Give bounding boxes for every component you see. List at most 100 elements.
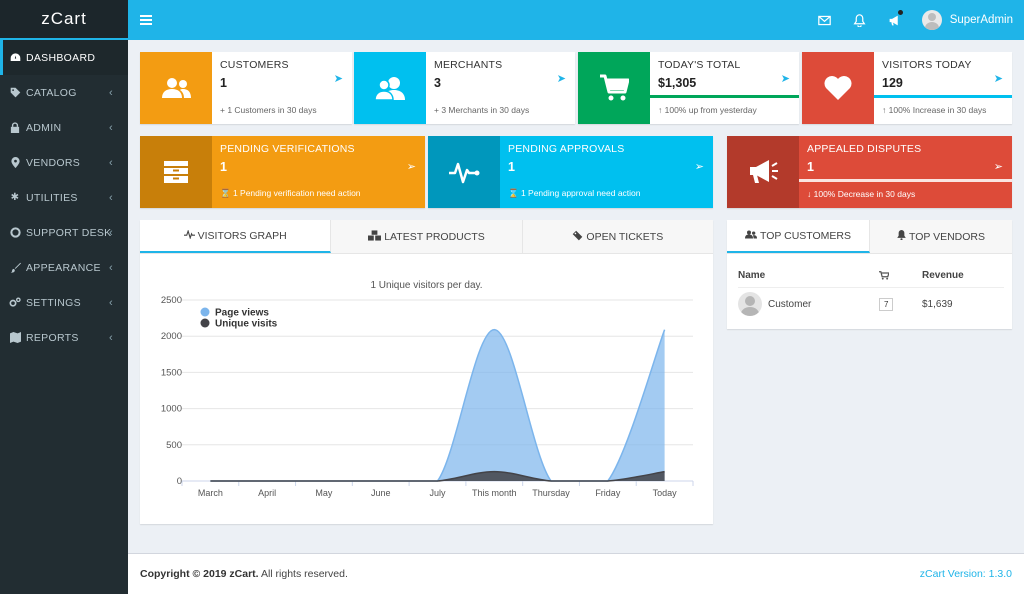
x-tick-label: May: [315, 488, 333, 498]
tag-icon: [7, 87, 23, 98]
bell-icon: [897, 230, 906, 243]
y-tick-label: 1500: [161, 367, 182, 378]
envelope-icon[interactable]: [807, 14, 842, 27]
sidebar-nav: DASHBOARD CATALOG ‹ ADMIN ‹ VENDORS ‹ ✱ …: [0, 40, 128, 355]
y-tick-label: 500: [166, 440, 182, 451]
chart-title: 1 Unique visitors per day.: [370, 280, 483, 291]
shopping-cart-icon: [578, 52, 650, 124]
stat-value: 1: [220, 76, 227, 90]
sidebar-item-admin[interactable]: ADMIN ‹: [0, 110, 128, 145]
stat-title: MERCHANTS: [434, 59, 503, 71]
top-customers-panel: TOP CUSTOMERS TOP VENDORS Name Revenue C…: [727, 220, 1012, 329]
avatar: [921, 10, 942, 30]
copyright-text: Copyright © 2019 zCart.: [140, 568, 259, 580]
user-menu[interactable]: SuperAdmin: [921, 10, 1013, 30]
orders-count-badge: 7: [879, 297, 894, 311]
paint-brush-icon: [7, 262, 23, 273]
legend-marker[interactable]: [200, 307, 210, 317]
footer: Copyright © 2019 zCart. All rights reser…: [128, 553, 1024, 594]
tab-label: LATEST PRODUCTS: [384, 230, 485, 243]
sidebar-item-label: CATALOG: [26, 86, 77, 99]
sidebar-item-label: APPEARANCE: [26, 261, 101, 274]
sidebar: zCart DASHBOARD CATALOG ‹ ADMIN ‹: [0, 0, 128, 594]
stat-title: PENDING VERIFICATIONS: [220, 143, 355, 155]
bell-icon[interactable]: [842, 13, 877, 27]
sidebar-item-settings[interactable]: SETTINGS ‹: [0, 285, 128, 320]
send-arrow-icon[interactable]: ➤: [333, 73, 343, 85]
tab-label: VISITORS GRAPH: [197, 229, 287, 242]
life-ring-icon: [7, 227, 23, 238]
tab-label: OPEN TICKETS: [586, 230, 664, 243]
tab-open-tickets[interactable]: OPEN TICKETS: [522, 220, 713, 253]
paper-plane-icon[interactable]: ➢: [993, 161, 1003, 173]
sidebar-item-label: ADMIN: [26, 121, 62, 134]
legend-label[interactable]: Unique visits: [215, 319, 278, 330]
bullhorn-icon: [727, 136, 799, 208]
paper-plane-icon[interactable]: ➢: [406, 161, 416, 173]
sidebar-toggle-icon[interactable]: [140, 15, 152, 25]
x-tick-label: March: [198, 488, 223, 498]
chevron-left-icon: ‹: [109, 191, 113, 204]
chevron-left-icon: ‹: [109, 331, 113, 344]
stat-value: 3: [434, 76, 441, 90]
tab-top-customers[interactable]: TOP CUSTOMERS: [727, 220, 870, 253]
x-tick-label: June: [371, 488, 391, 498]
stat-subtext: + 3 Merchants in 30 days: [434, 105, 530, 115]
stat-title: TODAY'S TOTAL: [658, 59, 741, 71]
stat-value: 1: [220, 160, 227, 174]
merchants-box: MERCHANTS 3 ➤ + 3 Merchants in 30 days: [354, 52, 575, 124]
send-arrow-icon[interactable]: ➤: [556, 73, 566, 85]
brand-logo[interactable]: zCart: [0, 0, 128, 40]
notification-dot: [897, 9, 903, 15]
paper-plane-icon[interactable]: ➢: [694, 161, 704, 173]
series-area-page-views: [210, 329, 665, 481]
sidebar-item-catalog[interactable]: CATALOG ‹: [0, 75, 128, 110]
legend-marker[interactable]: [200, 318, 210, 328]
stat-subtext: ↑ 100% Increase in 30 days: [882, 105, 987, 115]
stat-subtext: ↓ 100% Decrease in 30 days: [807, 189, 916, 199]
copyright-rest: All rights reserved.: [258, 568, 348, 580]
visitors-area-chart: 0 500 1000 1500 2000 2500 March April May June Jul…: [161, 295, 694, 498]
stat-subtext: ⌛ 1 Pending approval need action: [508, 188, 641, 198]
pending-approvals-box: PENDING APPROVALS 1 ➢ ⌛ 1 Pending approv…: [428, 136, 713, 208]
sidebar-item-label: SETTINGS: [26, 296, 81, 309]
legend-label[interactable]: Page views: [215, 308, 269, 319]
cogs-icon: [7, 297, 23, 308]
stat-value: 129: [882, 76, 903, 90]
chevron-left-icon: ‹: [109, 226, 113, 239]
sidebar-item-appearance[interactable]: APPEARANCE ‹: [0, 250, 128, 285]
avatar: [738, 292, 762, 316]
stat-value: $1,305: [658, 76, 697, 90]
tab-top-vendors[interactable]: TOP VENDORS: [870, 220, 1012, 253]
map-marker-icon: [7, 157, 23, 168]
tab-latest-products[interactable]: LATEST PRODUCTS: [331, 220, 523, 253]
sidebar-item-dashboard[interactable]: DASHBOARD: [0, 40, 128, 75]
cart-icon: [879, 271, 922, 280]
send-arrow-icon[interactable]: ➤: [780, 73, 790, 85]
sidebar-item-utilities[interactable]: ✱ UTILITIES ‹: [0, 180, 128, 215]
cubes-icon: [368, 229, 382, 244]
x-tick-label: This month: [472, 488, 517, 498]
visitors-panel: VISITORS GRAPH LATEST PRODUCTS OPEN TICK…: [140, 220, 713, 524]
sidebar-item-vendors[interactable]: VENDORS ‹: [0, 145, 128, 180]
chevron-left-icon: ‹: [109, 296, 113, 309]
bullhorn-icon[interactable]: [877, 9, 912, 27]
send-arrow-icon[interactable]: ➤: [993, 73, 1003, 85]
sidebar-item-support-desk[interactable]: SUPPORT DESK ‹: [0, 215, 128, 250]
column-header-name: Name: [738, 270, 766, 281]
tab-visitors-graph[interactable]: VISITORS GRAPH: [140, 220, 332, 253]
sidebar-item-label: DASHBOARD: [26, 51, 96, 64]
chevron-left-icon: ‹: [109, 261, 113, 274]
table-row[interactable]: Customer 7 $1,639: [738, 288, 1004, 320]
sidebar-item-reports[interactable]: REPORTS ‹: [0, 320, 128, 355]
y-tick-label: 2500: [161, 295, 182, 306]
visitors-today-box: VISITORS TODAY 129 ➤ ↑ 100% Increase in …: [802, 52, 1012, 124]
user-group-icon: [354, 52, 426, 124]
heart-icon: [802, 52, 874, 124]
customer-name[interactable]: Customer: [768, 298, 812, 310]
progress-bar: [799, 179, 1012, 182]
sidebar-item-label: UTILITIES: [26, 191, 78, 204]
x-tick-label: April: [258, 488, 276, 498]
heartbeat-icon: [183, 228, 195, 242]
ticket-icon: [572, 230, 583, 244]
